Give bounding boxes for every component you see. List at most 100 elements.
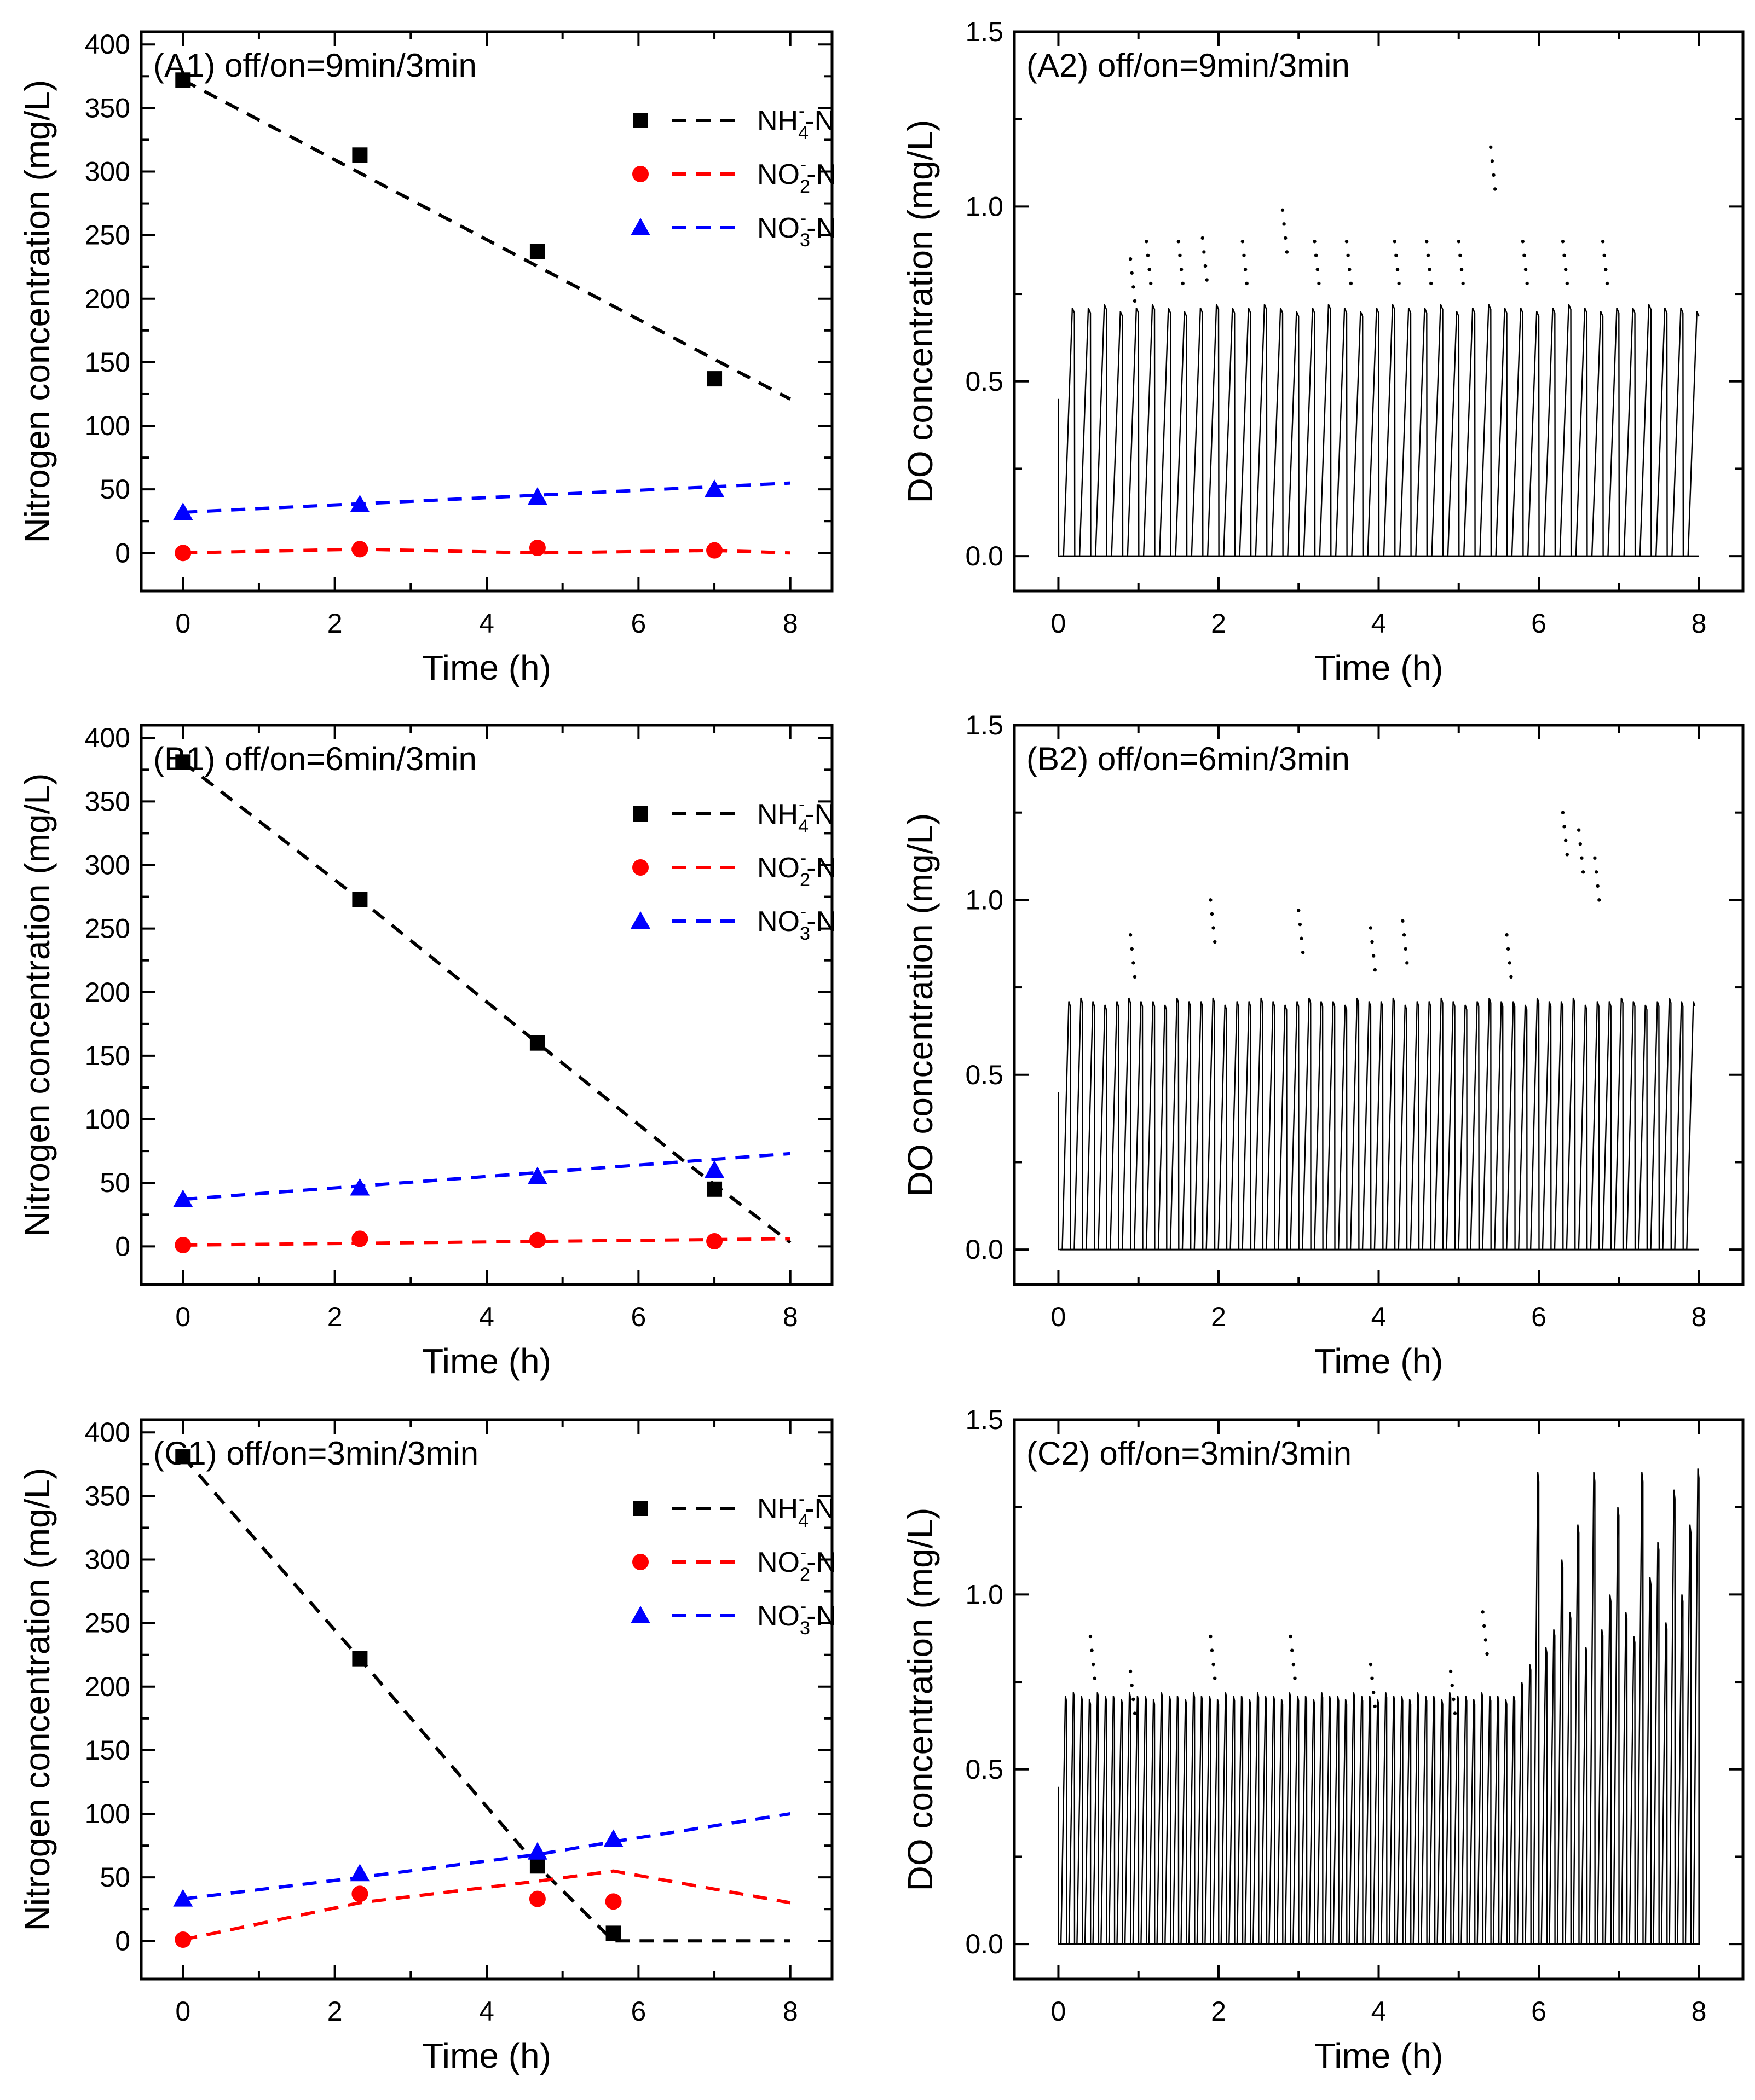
y-tick-label: 50 bbox=[100, 1862, 130, 1893]
panel-B1: 0 2 4 6 8 0 50 100 150 200 250 300 350 400 Time (h) Nit… bbox=[18, 722, 836, 1381]
data-point-NO2-N bbox=[175, 1236, 192, 1253]
panel-title: (A2) off/on=9min/3min bbox=[1026, 47, 1350, 84]
do-spike-point bbox=[1297, 909, 1301, 912]
y-tick-label: 200 bbox=[85, 1671, 130, 1702]
data-point-NH4-N bbox=[529, 1858, 545, 1874]
do-spike-point bbox=[1131, 285, 1135, 289]
trend-line-NO2-N bbox=[183, 1237, 790, 1247]
legend-main: NO bbox=[757, 906, 800, 938]
trend-line-NH4-N bbox=[182, 761, 792, 1244]
do-spike-point bbox=[1210, 1648, 1214, 1652]
do-spike-point bbox=[1176, 240, 1181, 244]
x-tick-label: 2 bbox=[327, 1996, 343, 2027]
do-spike-point bbox=[1561, 240, 1565, 244]
do-spike-point bbox=[1404, 947, 1407, 951]
do-spike-point bbox=[1293, 1676, 1297, 1680]
do-spike-point bbox=[1525, 281, 1529, 286]
do-spike-point bbox=[1580, 856, 1584, 860]
x-axis-title: Time (h) bbox=[422, 648, 551, 687]
x-tick-label: 8 bbox=[1692, 1301, 1707, 1332]
data-point-NO3-N bbox=[527, 1842, 547, 1860]
plot-frame bbox=[140, 1418, 834, 1981]
trend-line-NO3-N bbox=[182, 1812, 791, 1901]
data-point-NO2-N bbox=[175, 1931, 192, 1948]
data-point-NO3-N bbox=[350, 1178, 370, 1196]
x-tick-label: 6 bbox=[631, 608, 646, 639]
do-spike-point bbox=[1429, 281, 1433, 286]
y-tick-label: 0 bbox=[115, 1925, 130, 1956]
do-spike-point bbox=[1092, 1662, 1095, 1667]
legend-superscript: - bbox=[800, 848, 806, 869]
x-tick-label: 4 bbox=[1371, 1996, 1387, 2027]
do-spike-point bbox=[1346, 253, 1350, 257]
data-point-NH4-N bbox=[352, 1651, 368, 1667]
panel-title: (A1) off/on=9min/3min bbox=[153, 47, 477, 84]
legend-marker bbox=[633, 1501, 648, 1516]
x-axis-title: Time (h) bbox=[1314, 648, 1444, 687]
data-point-NO2-N bbox=[706, 1233, 723, 1250]
y-tick-label: 400 bbox=[85, 29, 130, 60]
legend-marker bbox=[633, 806, 648, 822]
x-tick-label: 0 bbox=[175, 608, 190, 639]
legend-main: NO bbox=[757, 1547, 800, 1578]
do-spike-point bbox=[1509, 975, 1513, 979]
y-tick-label: 150 bbox=[85, 347, 130, 378]
do-spike-point bbox=[1146, 253, 1150, 257]
y-axis-title: DO concentration (mg/L) bbox=[900, 1508, 940, 1891]
data-point-NO2-N bbox=[605, 1893, 622, 1910]
legend-superscript: - bbox=[800, 208, 806, 229]
data-point-NH4-N bbox=[352, 892, 368, 907]
legend-main: NH bbox=[757, 1493, 798, 1525]
do-spike-point bbox=[1093, 1676, 1097, 1680]
do-spike-point bbox=[1483, 1638, 1488, 1642]
y-tick-label: 250 bbox=[85, 913, 130, 944]
y-tick-label: 1.0 bbox=[965, 191, 1003, 222]
data-point-NO2-N bbox=[529, 540, 546, 557]
do-spike-point bbox=[1147, 268, 1151, 271]
y-tick-label: 200 bbox=[85, 977, 130, 1008]
plot-frame bbox=[140, 30, 834, 593]
x-tick-label: 8 bbox=[783, 1301, 798, 1332]
y-tick-label: 50 bbox=[100, 1167, 130, 1198]
panel-C1: 0 2 4 6 8 0 50 100 150 200 250 300 350 400 Time (h) Nit… bbox=[18, 1417, 836, 2075]
do-spike-point bbox=[1450, 1684, 1454, 1687]
trend-line-NO2-N bbox=[182, 1869, 791, 1941]
do-spike-point bbox=[1301, 950, 1305, 954]
do-spike-point bbox=[1280, 208, 1285, 212]
do-spike-point bbox=[1133, 1711, 1137, 1715]
data-point-NH4-N bbox=[175, 754, 191, 770]
do-spike-point bbox=[1605, 281, 1609, 286]
legend-subscript: 2 bbox=[800, 1564, 810, 1585]
x-axis-title: Time (h) bbox=[1314, 2036, 1444, 2075]
do-spike-point bbox=[1428, 268, 1431, 271]
trend-line-NO2-N bbox=[183, 547, 790, 555]
data-point-NH4-N bbox=[707, 371, 723, 387]
do-spike-point bbox=[1200, 236, 1204, 240]
legend-subscript: 4 bbox=[798, 816, 809, 837]
y-tick-label: 400 bbox=[85, 1417, 130, 1448]
plot-frame bbox=[1013, 1418, 1745, 1981]
x-tick-label: 6 bbox=[631, 1996, 646, 2027]
legend-main: NO bbox=[757, 1600, 800, 1632]
data-point-NH4-N bbox=[175, 72, 191, 88]
x-tick-label: 2 bbox=[1211, 1996, 1226, 2027]
do-spike-point bbox=[1505, 933, 1509, 937]
do-spike-point bbox=[1577, 828, 1581, 832]
y-tick-label: 0 bbox=[115, 537, 130, 568]
do-spike-point bbox=[1317, 281, 1321, 286]
do-spike-point bbox=[1394, 253, 1398, 257]
do-spike-point bbox=[1240, 240, 1245, 244]
legend-subscript: 3 bbox=[800, 923, 810, 944]
do-spike-point bbox=[1371, 1691, 1376, 1694]
do-trace bbox=[1058, 1468, 1700, 1945]
do-spike-point bbox=[1149, 281, 1153, 286]
do-spike-point bbox=[1289, 1634, 1292, 1639]
do-spike-point bbox=[1300, 936, 1303, 940]
legend-label: NO3--N bbox=[757, 208, 836, 251]
do-spike-point bbox=[1601, 240, 1605, 244]
do-spike-point bbox=[1370, 940, 1374, 944]
do-spike-point bbox=[1291, 1662, 1296, 1667]
x-tick-label: 0 bbox=[1051, 1301, 1066, 1332]
